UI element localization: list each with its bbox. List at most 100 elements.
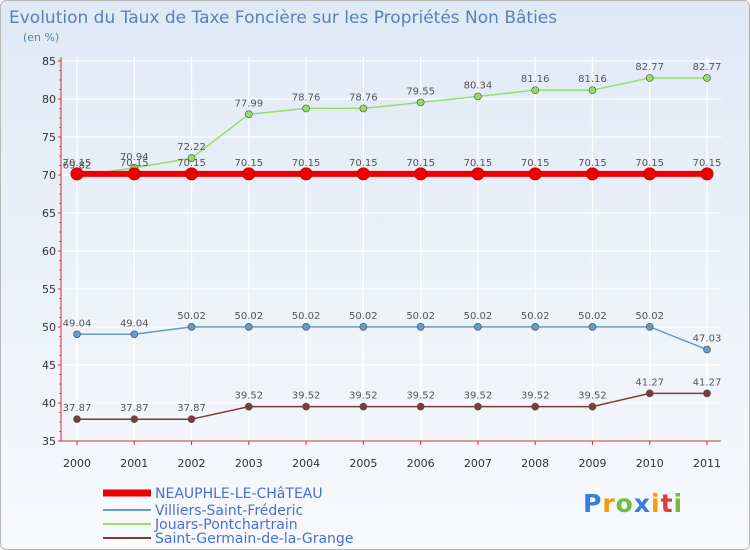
data-point <box>416 322 425 331</box>
chart-subtitle: (en %) <box>23 31 59 44</box>
y-tick-label: 35 <box>42 435 56 448</box>
data-point <box>528 167 542 181</box>
data-label: 39.52 <box>578 391 607 402</box>
series-2 <box>73 74 711 181</box>
logo-letter: o <box>615 489 634 518</box>
data-label: 49.04 <box>120 318 149 329</box>
data-point <box>130 415 139 424</box>
data-point <box>244 322 253 331</box>
data-point <box>127 167 141 181</box>
data-label: 39.52 <box>292 391 321 402</box>
y-tick-label: 80 <box>42 93 56 106</box>
data-point <box>130 330 139 339</box>
data-label: 69.82 <box>63 160 92 171</box>
data-point <box>700 167 714 181</box>
logo-letter: r <box>602 489 616 518</box>
data-point <box>645 74 654 82</box>
x-tick-label: 2008 <box>521 457 549 470</box>
x-tick-label: 2003 <box>235 457 263 470</box>
data-label: 70.94 <box>120 152 149 163</box>
x-tick-label: 2006 <box>407 457 435 470</box>
data-point <box>585 167 599 181</box>
data-point <box>474 92 482 101</box>
data-label: 70.15 <box>578 158 607 169</box>
data-point <box>531 86 540 95</box>
data-label: 39.52 <box>521 391 550 402</box>
data-label: 72.22 <box>177 142 206 153</box>
data-point <box>187 415 196 424</box>
series-group: 49.04 49.04 50.02 50.02 50.02 50.02 50.02 50.02… <box>63 62 722 424</box>
data-point <box>302 402 310 411</box>
x-tick-label: 2011 <box>693 457 721 470</box>
logo-letter: i <box>651 489 661 518</box>
y-tick-label: 50 <box>42 321 56 334</box>
series-line <box>77 326 708 351</box>
data-label: 70.15 <box>464 158 493 169</box>
data-label: 70.15 <box>349 158 378 169</box>
data-point <box>244 402 253 411</box>
data-label: 82.77 <box>693 62 722 73</box>
series-1 <box>73 322 711 354</box>
data-label: 50.02 <box>292 311 321 322</box>
logo-letter: x <box>633 489 651 518</box>
x-tick-label: 2002 <box>178 457 206 470</box>
y-tick-label: 55 <box>42 283 56 296</box>
data-label: 41.27 <box>635 377 664 388</box>
data-point <box>416 98 425 107</box>
data-point <box>416 402 425 411</box>
legend-label: Villiers-Saint-Fréderic <box>155 503 303 519</box>
legend-label: Saint-Germain-de-la-Grange <box>155 531 353 547</box>
logo-letter: i <box>673 489 684 518</box>
data-label: 37.87 <box>177 403 206 414</box>
data-label: 82.77 <box>635 62 664 73</box>
data-point <box>588 402 597 411</box>
data-label: 70.15 <box>120 158 149 169</box>
data-label: 50.02 <box>578 311 607 322</box>
data-point <box>703 74 711 82</box>
data-label: 49.04 <box>63 318 92 329</box>
series-line <box>76 77 707 178</box>
data-point <box>359 402 368 411</box>
data-point <box>185 167 199 181</box>
x-tick-label: 2007 <box>464 457 492 470</box>
data-label: 47.03 <box>693 334 722 345</box>
data-point <box>474 402 482 411</box>
data-point <box>645 322 654 331</box>
data-point <box>359 322 368 331</box>
data-label: 70.15 <box>234 158 263 169</box>
x-tick-label: 2000 <box>63 457 91 470</box>
data-point <box>302 104 310 113</box>
data-label: 39.52 <box>406 391 435 402</box>
data-label: 78.76 <box>292 92 321 103</box>
y-tick-label: 70 <box>42 169 56 182</box>
data-label: 50.02 <box>521 311 550 322</box>
data-label: 50.02 <box>234 311 263 322</box>
y-tick-label: 65 <box>42 207 56 220</box>
y-tick-label: 85 <box>42 55 56 68</box>
data-label: 70.15 <box>635 158 664 169</box>
data-label: 37.87 <box>120 403 149 414</box>
data-labels: 49.04 49.04 50.02 50.02 50.02 50.02 50.02 50.02… <box>63 62 722 414</box>
data-point <box>244 110 253 119</box>
data-point <box>187 154 196 162</box>
data-label: 70.15 <box>177 158 206 169</box>
data-point <box>588 86 597 95</box>
x-tick-label: 2005 <box>349 457 377 470</box>
data-label: 50.02 <box>177 311 206 322</box>
y-tick-label: 60 <box>42 245 56 258</box>
data-label: 50.02 <box>635 311 664 322</box>
data-point <box>414 167 428 181</box>
data-point <box>187 322 196 331</box>
data-label: 41.27 <box>693 377 722 388</box>
data-point <box>474 322 482 331</box>
data-point <box>643 167 657 181</box>
legend-label: Jouars-Pontchartrain <box>154 517 298 533</box>
axes: 35 40 45 50 55 60 65 70 75 80 85 2000 2001 2002 2003 20… <box>42 55 721 470</box>
data-point <box>70 167 84 181</box>
x-tick-label: 2009 <box>578 457 606 470</box>
data-point <box>645 389 654 398</box>
logo-letter: P <box>583 489 603 518</box>
grid <box>61 57 721 442</box>
y-tick-label: 45 <box>42 359 56 372</box>
